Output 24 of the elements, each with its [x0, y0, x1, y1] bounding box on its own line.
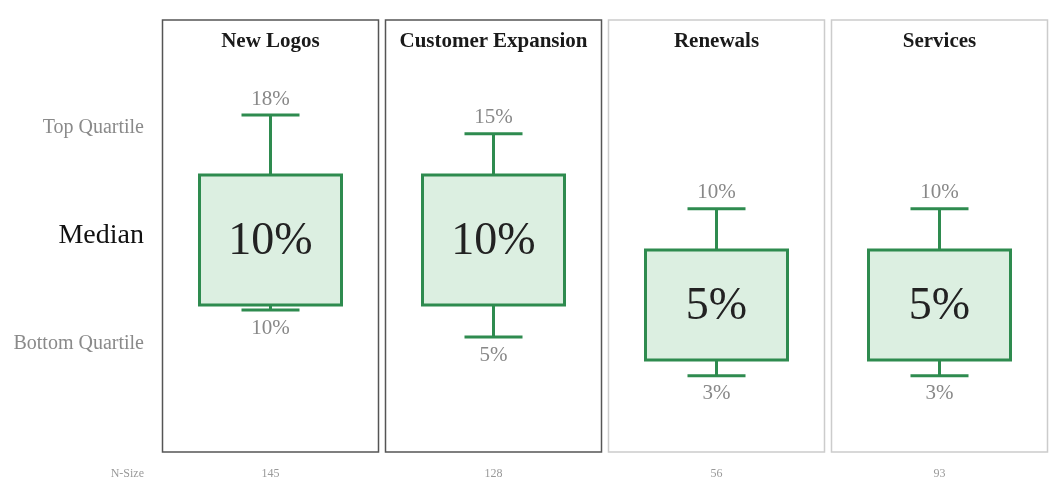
data-label: 10% [920, 179, 959, 204]
data-label: 10% [228, 213, 313, 265]
data-label: 18% [251, 85, 290, 110]
category-label: Customer Expansion [399, 28, 588, 53]
data-label: 145 [261, 466, 280, 481]
data-label: 10% [251, 314, 290, 339]
data-label: 128 [484, 466, 503, 481]
data-label: 5% [908, 278, 971, 330]
text: N-Size [110, 466, 144, 481]
data-label: 3% [925, 380, 954, 405]
series-label: Median [58, 218, 144, 250]
data-label: 5% [479, 341, 508, 366]
data-label: 15% [474, 104, 513, 129]
category-label: New Logos [221, 28, 320, 53]
data-label: 10% [451, 213, 536, 265]
data-label: 93 [933, 466, 946, 481]
data-label: 5% [685, 278, 748, 330]
data-label: 3% [702, 380, 731, 405]
category-label: Renewals [673, 28, 760, 53]
data-label: 56 [710, 466, 723, 481]
data-label: 10% [697, 179, 736, 204]
text: Bottom Quartile [13, 331, 145, 354]
category-label: Services [902, 28, 977, 53]
text: Top Quartile [42, 115, 145, 139]
